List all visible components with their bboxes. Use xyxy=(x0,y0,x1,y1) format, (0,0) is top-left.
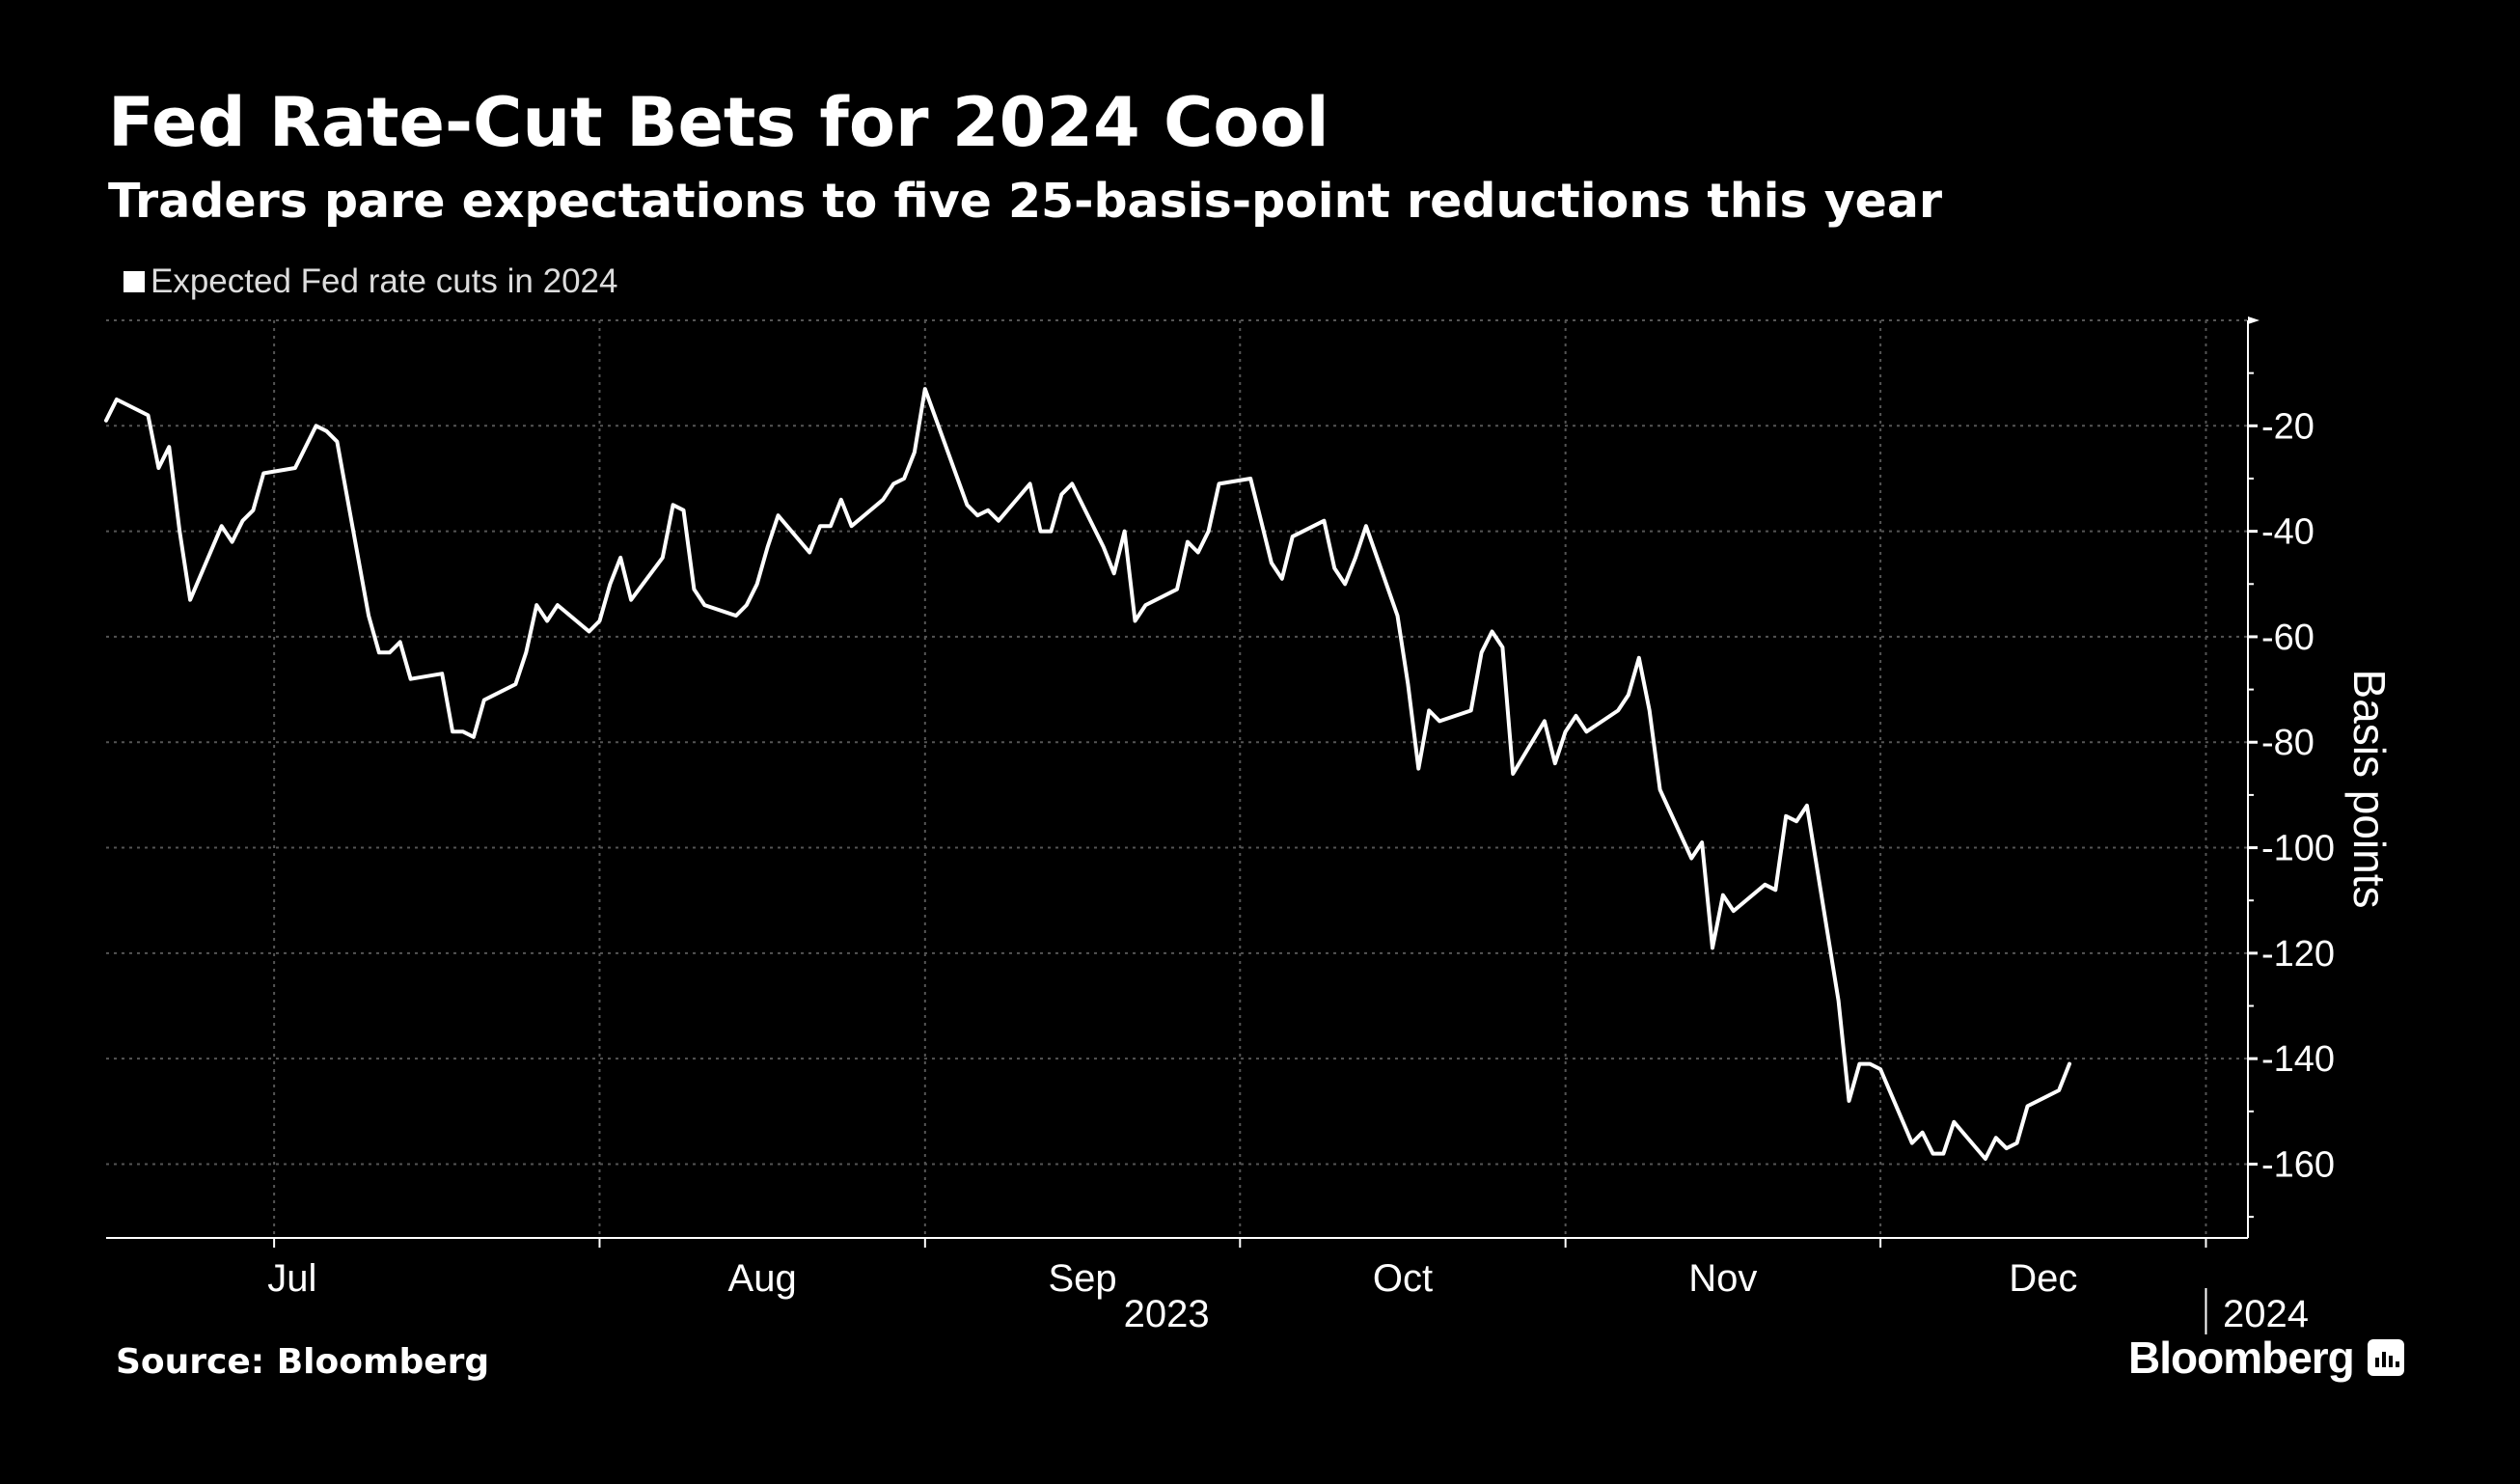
brand-logo: Bloomberg xyxy=(2128,1335,2404,1380)
series-line xyxy=(104,387,2071,1161)
y-tick-label: -140 xyxy=(2261,1039,2335,1080)
y-axis-cap xyxy=(2248,316,2260,324)
year-label: 2023 xyxy=(1124,1293,1210,1335)
y-axis-title: Basis points xyxy=(2344,669,2395,908)
y-tick-label: -60 xyxy=(2261,618,2315,658)
y-tick-label: -120 xyxy=(2261,934,2335,975)
x-tick-label: Aug xyxy=(728,1257,797,1300)
y-tick-label: -20 xyxy=(2261,406,2315,447)
y-tick-label: -40 xyxy=(2261,512,2315,553)
y-tick-label: -100 xyxy=(2261,829,2335,869)
y-tick-label: -80 xyxy=(2261,723,2315,763)
x-tick-label: Dec xyxy=(2009,1257,2077,1300)
chart-subtitle: Traders pare expectations to five 25-bas… xyxy=(108,174,1943,229)
chart-title: Fed Rate-Cut Bets for 2024 Cool xyxy=(108,83,1329,162)
legend-label: Expected Fed rate cuts in 2024 xyxy=(151,262,618,300)
legend: Expected Fed rate cuts in 2024 xyxy=(123,264,617,298)
x-tick-label: Nov xyxy=(1688,1257,1757,1300)
x-tick-label: Jul xyxy=(267,1257,316,1300)
legend-swatch xyxy=(123,270,145,292)
bloomberg-chart-icon xyxy=(2367,1339,2404,1376)
y-tick-label: -160 xyxy=(2261,1144,2335,1185)
source-note: Source: Bloomberg xyxy=(116,1342,490,1382)
x-tick-label: Sep xyxy=(1048,1257,1116,1300)
year-label: 2024 xyxy=(2223,1293,2309,1335)
brand-name: Bloomberg xyxy=(2128,1333,2355,1383)
x-tick-label: Oct xyxy=(1373,1257,1433,1300)
